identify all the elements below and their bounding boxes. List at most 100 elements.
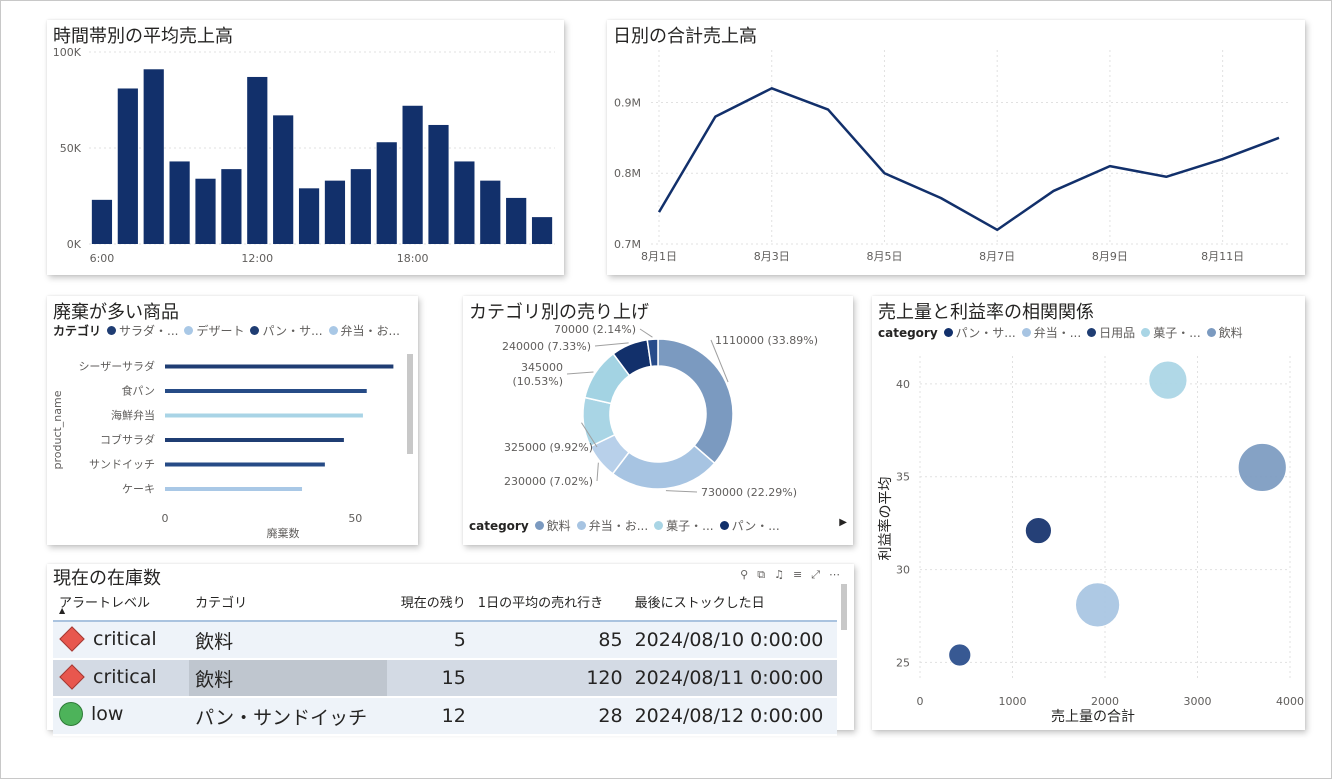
category-label: 海鮮弁当	[111, 408, 155, 422]
leader-line	[596, 462, 599, 482]
col-daily-avg[interactable]: 1日の平均の売れ行き	[471, 586, 629, 622]
waste-bar	[165, 487, 303, 491]
scatter-point	[1075, 582, 1121, 628]
waste-bar	[165, 413, 363, 418]
y-tick-label: 50K	[60, 142, 82, 155]
correlation-card[interactable]: 売上量と利益率の相関関係 category パン・サ... 弁当・... 日用品 菓子・…	[872, 296, 1305, 730]
legend-item[interactable]: 菓子・...	[654, 517, 714, 534]
x-tick-label: 0	[917, 695, 924, 708]
y-tick-label: 0.8M	[614, 167, 641, 180]
y-axis-title: product_name	[51, 390, 64, 469]
legend-label: 弁当・お...	[588, 519, 649, 533]
legend-label: パン・...	[731, 519, 780, 533]
copy-icon[interactable]: ⧉	[757, 568, 766, 581]
legend-item[interactable]: 弁当・お...	[328, 322, 400, 339]
x-tick-label: 1000	[999, 695, 1027, 708]
legend-item[interactable]: サラダ・...	[107, 322, 178, 339]
waste-bar	[165, 462, 325, 467]
more-icon[interactable]: ⋯	[829, 568, 840, 581]
leader-line	[566, 371, 594, 375]
diamond-alert-icon	[59, 663, 85, 690]
inventory-card[interactable]: 現在の在庫数 ⚲ ⧉ ♫ ≡ ⤢ ⋯ アラートレベル ▲ カテゴリ 現在の残り 1日の平均…	[47, 564, 854, 736]
cell-category[interactable]: 飲料	[189, 621, 388, 660]
filter-icon[interactable]: ≡	[792, 568, 803, 581]
legend-label: 日用品	[1099, 326, 1136, 340]
scatter-legend: category パン・サ... 弁当・... 日用品 菓子・... 飲料	[878, 324, 1243, 341]
leader-line	[710, 339, 729, 383]
legend-title: category	[878, 325, 938, 340]
col-last-stock[interactable]: 最後にストックした日	[628, 586, 837, 622]
hourly-bar	[531, 217, 553, 244]
legend-label: パン・サ...	[955, 326, 1016, 340]
legend-item[interactable]: デザート	[184, 322, 244, 339]
y-tick-label: 0.9M	[614, 96, 641, 109]
focus-icon[interactable]: ⤢	[811, 568, 820, 581]
hourly-bar	[143, 69, 164, 244]
table-row[interactable]: critical 飲料 15 120 2024/08/11 0:00:00	[53, 659, 837, 698]
col-alert-level[interactable]: アラートレベル ▲	[53, 586, 190, 622]
table-row[interactable]: critical 飲料 5 85 2024/08/10 0:00:00	[53, 621, 837, 660]
category-label: サンドイッチ	[89, 458, 155, 471]
daily-sales-card[interactable]: 日別の合計売上高 0.7M 0.8M 0.9M 8月1日 8月3日 8月5日 8月7日 8月9…	[607, 20, 1305, 275]
col-remaining[interactable]: 現在の残り	[387, 586, 472, 622]
cell-daily-avg[interactable]: 28	[471, 697, 629, 736]
legend-label: 弁当・お...	[340, 324, 400, 338]
cell-category[interactable]: パン・サンドイッチ	[189, 697, 388, 736]
vertical-scrollbar[interactable]	[407, 354, 413, 454]
legend-item[interactable]: 飲料	[1206, 324, 1243, 341]
visual-header-icons: ⚲ ⧉ ♫ ≡ ⤢ ⋯	[740, 568, 840, 582]
waste-bar	[165, 364, 394, 369]
cell-alert[interactable]: low	[53, 697, 190, 736]
y-tick-label: 35	[896, 471, 910, 484]
x-tick-label: 8月1日	[641, 250, 677, 263]
cell-remaining[interactable]: 15	[387, 659, 472, 698]
bell-icon[interactable]: ♫	[774, 568, 784, 581]
waste-card[interactable]: 廃棄が多い商品 カテゴリ サラダ・... デザート パン・サ... 弁当・お... pr…	[47, 296, 418, 545]
daily-line-chart: 0.7M 0.8M 0.9M 8月1日 8月3日 8月5日 8月7日 8月9日 8月11日	[614, 50, 1289, 263]
hourly-sales-card[interactable]: 時間帯別の平均売上高 0K 50K 100K 6:00 12:00 18:00	[47, 20, 564, 275]
x-tick-label: 6:00	[90, 252, 115, 265]
pin-icon[interactable]: ⚲	[740, 568, 749, 581]
legend-next-arrow[interactable]: ▶	[839, 517, 847, 528]
legend-marker	[107, 326, 117, 335]
category-sales-card[interactable]: カテゴリ別の売り上げ 1110000 (33.89%) 730000 (22.29…	[463, 296, 853, 545]
hourly-bar	[506, 197, 527, 244]
table-row[interactable]: low パン・サンドイッチ 12 28 2024/08/12 0:00:00	[53, 697, 837, 736]
x-tick-label: 0	[162, 512, 169, 525]
legend-item[interactable]: 弁当・...	[1021, 324, 1081, 341]
x-axis-title: 廃棄数	[267, 526, 300, 540]
x-tick-label: 12:00	[241, 252, 273, 265]
legend-item[interactable]: 飲料	[534, 517, 571, 534]
hourly-bar	[376, 142, 397, 244]
scatter-point	[1148, 360, 1188, 400]
cell-last-stock[interactable]: 2024/08/12 0:00:00	[628, 697, 837, 736]
data-label: (10.53%)	[512, 375, 563, 388]
cell-last-stock[interactable]: 2024/08/11 0:00:00	[628, 659, 837, 698]
cell-last-stock[interactable]: 2024/08/10 0:00:00	[628, 621, 837, 660]
leader-line	[639, 328, 653, 338]
x-tick-label: 8月11日	[1201, 250, 1244, 263]
cell-daily-avg[interactable]: 120	[471, 659, 629, 698]
daily-sales-line	[657, 87, 1280, 232]
cell-remaining[interactable]: 5	[387, 621, 472, 660]
cell-daily-avg[interactable]: 85	[471, 621, 629, 660]
vertical-scrollbar[interactable]	[841, 584, 847, 630]
cell-alert[interactable]: critical	[53, 659, 190, 698]
cell-category[interactable]: 飲料	[189, 659, 388, 698]
sort-ascending-icon[interactable]: ▲	[59, 606, 66, 615]
hourly-bar	[480, 180, 501, 244]
legend-item[interactable]: 日用品	[1087, 324, 1135, 341]
x-tick-label: 8月7日	[979, 250, 1015, 263]
col-category[interactable]: カテゴリ	[189, 586, 388, 622]
legend-item[interactable]: パン・...	[719, 517, 780, 534]
legend-item[interactable]: 弁当・お...	[576, 517, 649, 534]
x-axis-title: 売上量の合計	[1051, 709, 1135, 725]
legend-item[interactable]: パン・サ...	[250, 322, 323, 339]
data-label: 240000 (7.33%)	[502, 340, 591, 353]
waste-bar	[165, 438, 344, 442]
cell-alert[interactable]: critical	[53, 621, 190, 660]
legend-item[interactable]: パン・サ...	[943, 324, 1016, 341]
x-tick-label: 50	[348, 512, 362, 525]
cell-remaining[interactable]: 12	[387, 697, 472, 736]
legend-item[interactable]: 菓子・...	[1141, 324, 1201, 341]
